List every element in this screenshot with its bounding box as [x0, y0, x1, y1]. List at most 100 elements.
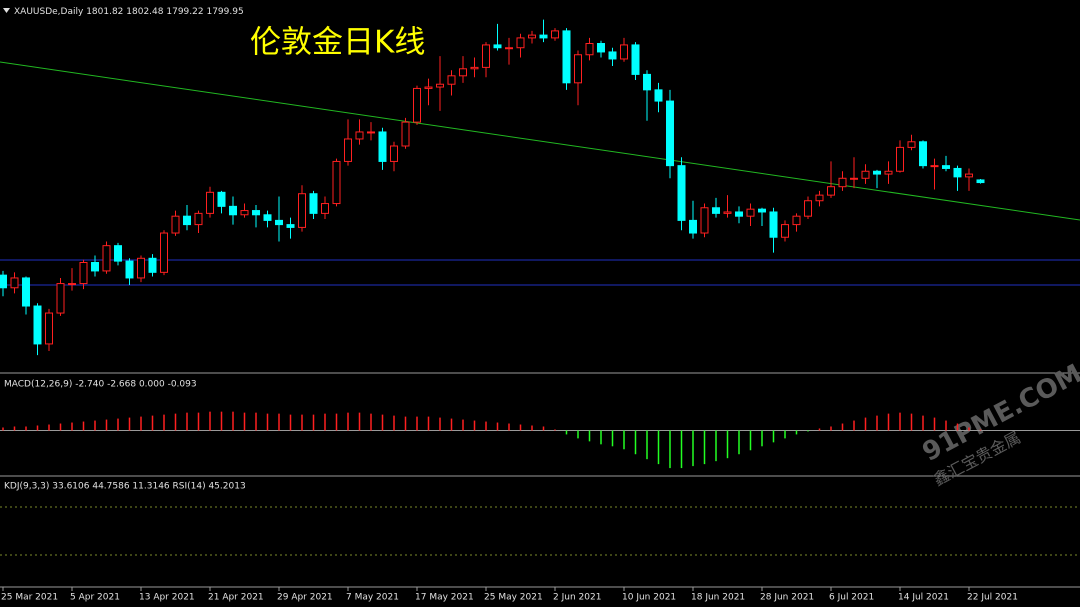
candle-body [286, 224, 295, 228]
candle-body [137, 257, 145, 279]
candle-body [171, 215, 180, 234]
x-tick-label: 14 Jul 2021 [898, 593, 949, 603]
kdj-label: KDJ(9,3,3) 33.6106 44.7586 11.3146 RSI(1… [4, 482, 246, 492]
candle-body [355, 131, 364, 140]
candle-body [551, 30, 559, 39]
x-tick-label: 28 Jun 2021 [760, 593, 814, 603]
x-tick-label: 18 Jun 2021 [691, 593, 745, 603]
x-tick-label: 7 May 2021 [346, 593, 399, 603]
candle-body [413, 87, 421, 123]
x-tick-label: 5 Apr 2021 [70, 593, 120, 603]
close-value: 1799.95 [206, 7, 243, 17]
candle-body [447, 75, 456, 85]
candle-body [608, 51, 617, 60]
candle-body [390, 145, 398, 162]
candle-body [493, 44, 502, 49]
x-tick-label: 21 Apr 2021 [208, 593, 264, 603]
candle-body [562, 30, 571, 84]
candle-body [919, 141, 927, 167]
candle-body [804, 200, 812, 217]
chart-title: 伦敦金日K线 [250, 25, 425, 61]
candle-body [953, 167, 962, 178]
candle-body [309, 193, 318, 214]
candle-body [321, 203, 329, 214]
candle-body [654, 89, 663, 102]
x-tick-label: 13 Apr 2021 [139, 593, 195, 603]
candle-body [735, 211, 743, 217]
candle-body [45, 312, 53, 345]
menu-arrow[interactable] [3, 8, 10, 13]
candle-body [79, 262, 88, 285]
candle-body [792, 215, 801, 226]
x-tick-label: 2 Jun 2021 [553, 593, 601, 603]
x-tick-label: 22 Jul 2021 [967, 593, 1018, 603]
x-tick-label: 25 May 2021 [484, 593, 543, 603]
candle-body [700, 207, 709, 234]
candle-body [206, 191, 214, 214]
candle-body [33, 305, 42, 345]
candle-body [976, 179, 985, 184]
trend-line [0, 61, 1080, 221]
candle-body [344, 138, 352, 162]
candle-body [539, 34, 548, 39]
candle-body [470, 66, 479, 70]
candle-body [827, 186, 835, 196]
candle-body [850, 177, 858, 180]
candle-body [965, 173, 973, 178]
candle-body [183, 215, 191, 226]
candle-body [516, 37, 525, 49]
candle-body [942, 165, 950, 169]
candle-body [298, 193, 306, 228]
candle-body [873, 170, 881, 175]
candle-body [229, 205, 237, 216]
candle-body [263, 214, 272, 221]
candle-body [620, 44, 628, 60]
candle-body [217, 191, 226, 207]
candle-body [22, 277, 30, 307]
candle-body [436, 83, 444, 88]
candle-body [56, 283, 65, 314]
candle-body [424, 86, 433, 89]
candle-body [597, 43, 605, 53]
candle-body [114, 245, 122, 262]
candle-body [838, 177, 847, 188]
candle-body [712, 207, 720, 214]
candle-body [769, 211, 778, 238]
symbol: XAUUSDe,Daily [14, 7, 84, 17]
high-value: 1802.48 [126, 7, 163, 17]
chart-header: XAUUSDe,Daily 1801.82 1802.48 1799.22 17… [14, 7, 244, 17]
candle-body [758, 208, 766, 213]
candle-body [0, 274, 7, 289]
candle-body [482, 44, 490, 68]
x-tick-label: 10 Jun 2021 [622, 593, 676, 603]
candle-body [677, 165, 686, 221]
candle-body [275, 219, 283, 226]
candle-body [332, 160, 341, 205]
candle-body [160, 232, 168, 273]
candle-body [194, 212, 203, 226]
x-tick-label: 6 Jul 2021 [829, 593, 874, 603]
candle-body [861, 170, 870, 179]
low-value: 1799.22 [166, 7, 203, 17]
candle-body [401, 121, 410, 147]
candle-body [505, 47, 513, 50]
candle-body [240, 210, 249, 216]
x-tick-label: 25 Mar 2021 [1, 593, 58, 603]
candle-body [689, 219, 697, 234]
candle-body [459, 68, 467, 77]
candle-body [666, 100, 674, 167]
x-tick-label: 17 May 2021 [415, 593, 474, 603]
x-tick-label: 29 Apr 2021 [277, 593, 333, 603]
candle-body [781, 224, 789, 238]
candle-body [723, 211, 732, 214]
candle-body [367, 131, 375, 134]
candle-body [91, 262, 99, 272]
candle-body [815, 194, 824, 202]
candle-body [631, 44, 640, 75]
open-value: 1801.82 [86, 7, 123, 17]
candle-body [585, 43, 594, 56]
candle-body [10, 277, 19, 289]
candle-body [907, 141, 916, 148]
